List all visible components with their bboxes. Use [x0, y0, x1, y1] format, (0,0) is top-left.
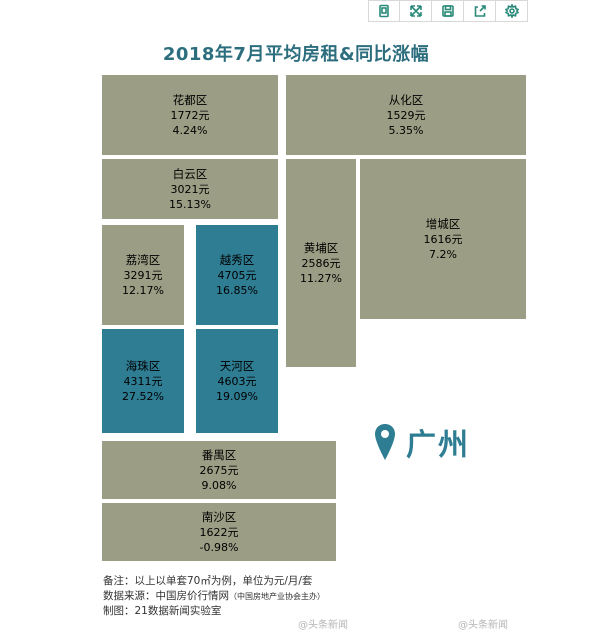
note-source-org: （中国房地产业协会主办） [229, 592, 325, 601]
district-change: 19.09% [216, 389, 258, 403]
watermark: @头条新闻 [458, 620, 508, 631]
district-block: 黄埔区 2586元 11.27% [284, 157, 358, 369]
map-pin-icon [375, 424, 395, 460]
notes: 备注：以上以单套70㎡为例，单位为元/月/套 数据来源：中国房价行情网（中国房地… [103, 574, 325, 619]
district-name: 白云区 [172, 166, 208, 181]
district-name: 南沙区 [201, 509, 237, 524]
note-line-unit: 备注：以上以单套70㎡为例，单位为元/月/套 [103, 575, 313, 587]
district-name: 天河区 [219, 358, 255, 373]
district-rent: 2675元 [199, 463, 239, 477]
district-change: 4.24% [172, 123, 208, 137]
district-rent: 4705元 [217, 268, 257, 282]
city-label: 广州 [374, 420, 470, 464]
note-line-source: 数据来源：中国房价行情网（中国房地产业协会主办） [103, 589, 325, 604]
district-rent: 4311元 [123, 374, 163, 388]
district-change: 9.08% [201, 478, 237, 492]
district-name: 越秀区 [219, 252, 255, 267]
screenshot-icon [379, 4, 389, 18]
district-block: 荔湾区 3291元 12.17% [100, 223, 186, 327]
district-change: 16.85% [216, 283, 258, 297]
district-block: 海珠区 4311元 27.52% [100, 327, 186, 435]
district-block: 从化区 1529元 5.35% [284, 73, 528, 157]
district-rent: 2586元 [301, 256, 341, 270]
district-rent: 3291元 [123, 268, 163, 282]
save-button[interactable] [432, 0, 464, 22]
district-change: 27.52% [122, 389, 164, 403]
share-icon [474, 5, 486, 17]
district-rent: 1772元 [170, 108, 210, 122]
expand-icon [409, 5, 422, 17]
district-name: 荔湾区 [125, 252, 161, 267]
district-rent: 3021元 [170, 182, 210, 196]
district-rent: 1616元 [423, 232, 463, 246]
district-change: 11.27% [300, 271, 342, 285]
screenshot-button[interactable] [368, 0, 400, 22]
note-line-credit: 制图：21数据新闻实验室 [103, 605, 222, 617]
save-icon [441, 5, 454, 17]
district-block: 花都区 1772元 4.24% [100, 73, 280, 157]
image-toolbar [368, 0, 528, 22]
district-block: 番禺区 2675元 9.08% [100, 439, 338, 501]
district-name: 番禺区 [201, 447, 237, 462]
district-block: 南沙区 1622元 -0.98% [100, 501, 338, 563]
map-title: 2018年7月平均房租&同比涨幅 [162, 44, 430, 65]
district-rent: 1529元 [386, 108, 426, 122]
settings-button[interactable] [496, 0, 528, 22]
district-change: -0.98% [199, 540, 239, 554]
district-block: 增城区 1616元 7.2% [358, 157, 528, 321]
district-name: 海珠区 [125, 358, 161, 373]
district-block: 天河区 4603元 19.09% [194, 327, 280, 435]
district-rent: 1622元 [199, 525, 239, 539]
district-name: 黄埔区 [303, 240, 339, 255]
district-name: 增城区 [425, 216, 461, 231]
district-change: 5.35% [388, 123, 424, 137]
district-rent: 4603元 [217, 374, 257, 388]
share-button[interactable] [464, 0, 496, 22]
note-source-text: 数据来源：中国房价行情网 [103, 590, 229, 602]
district-name: 花都区 [172, 92, 208, 107]
city-name: 广州 [406, 428, 470, 463]
district-change: 7.2% [429, 247, 457, 261]
district-change: 12.17% [122, 283, 164, 297]
settings-icon [504, 4, 519, 18]
district-change: 15.13% [169, 197, 211, 211]
watermark: @头条新闻 [298, 620, 348, 631]
district-block: 越秀区 4705元 16.85% [194, 223, 280, 327]
district-block: 白云区 3021元 15.13% [100, 157, 280, 221]
district-name: 从化区 [388, 92, 424, 107]
expand-button[interactable] [400, 0, 432, 22]
